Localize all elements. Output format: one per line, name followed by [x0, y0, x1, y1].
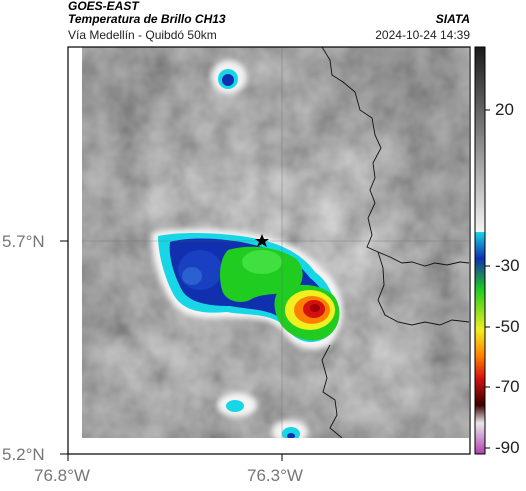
boundary-line — [321, 344, 343, 438]
lon-tick-label: 76.8°W — [34, 466, 90, 485]
lat-tick-label: 5.2°N — [2, 445, 45, 464]
colorbar-tick-label: -30 — [495, 256, 520, 275]
datetime-label: 2024-10-24 14:39 — [375, 28, 470, 42]
route-subtitle: Vía Medellín - Quibdó 50km — [68, 28, 217, 42]
location-marker-icon — [255, 234, 269, 247]
brightness-temperature-field — [82, 47, 469, 438]
satellite-name: GOES-EAST — [68, 0, 139, 13]
colorbar-tick-label: 20 — [495, 100, 514, 119]
product-title: Temperatura de Brillo CH13 — [68, 12, 226, 26]
boundary-line — [377, 251, 469, 326]
lon-tick-label: 76.3°W — [247, 466, 303, 485]
boundary-line — [321, 47, 469, 267]
agency-label: SIATA — [435, 12, 470, 26]
plot-frame — [67, 46, 471, 455]
colorbar-tick-label: -50 — [495, 317, 520, 336]
colorbar — [474, 46, 490, 455]
colorbar-tick-label: -70 — [495, 377, 520, 396]
lat-tick-label: 5.7°N — [2, 232, 45, 251]
colorbar-tick-label: -90 — [495, 438, 520, 457]
